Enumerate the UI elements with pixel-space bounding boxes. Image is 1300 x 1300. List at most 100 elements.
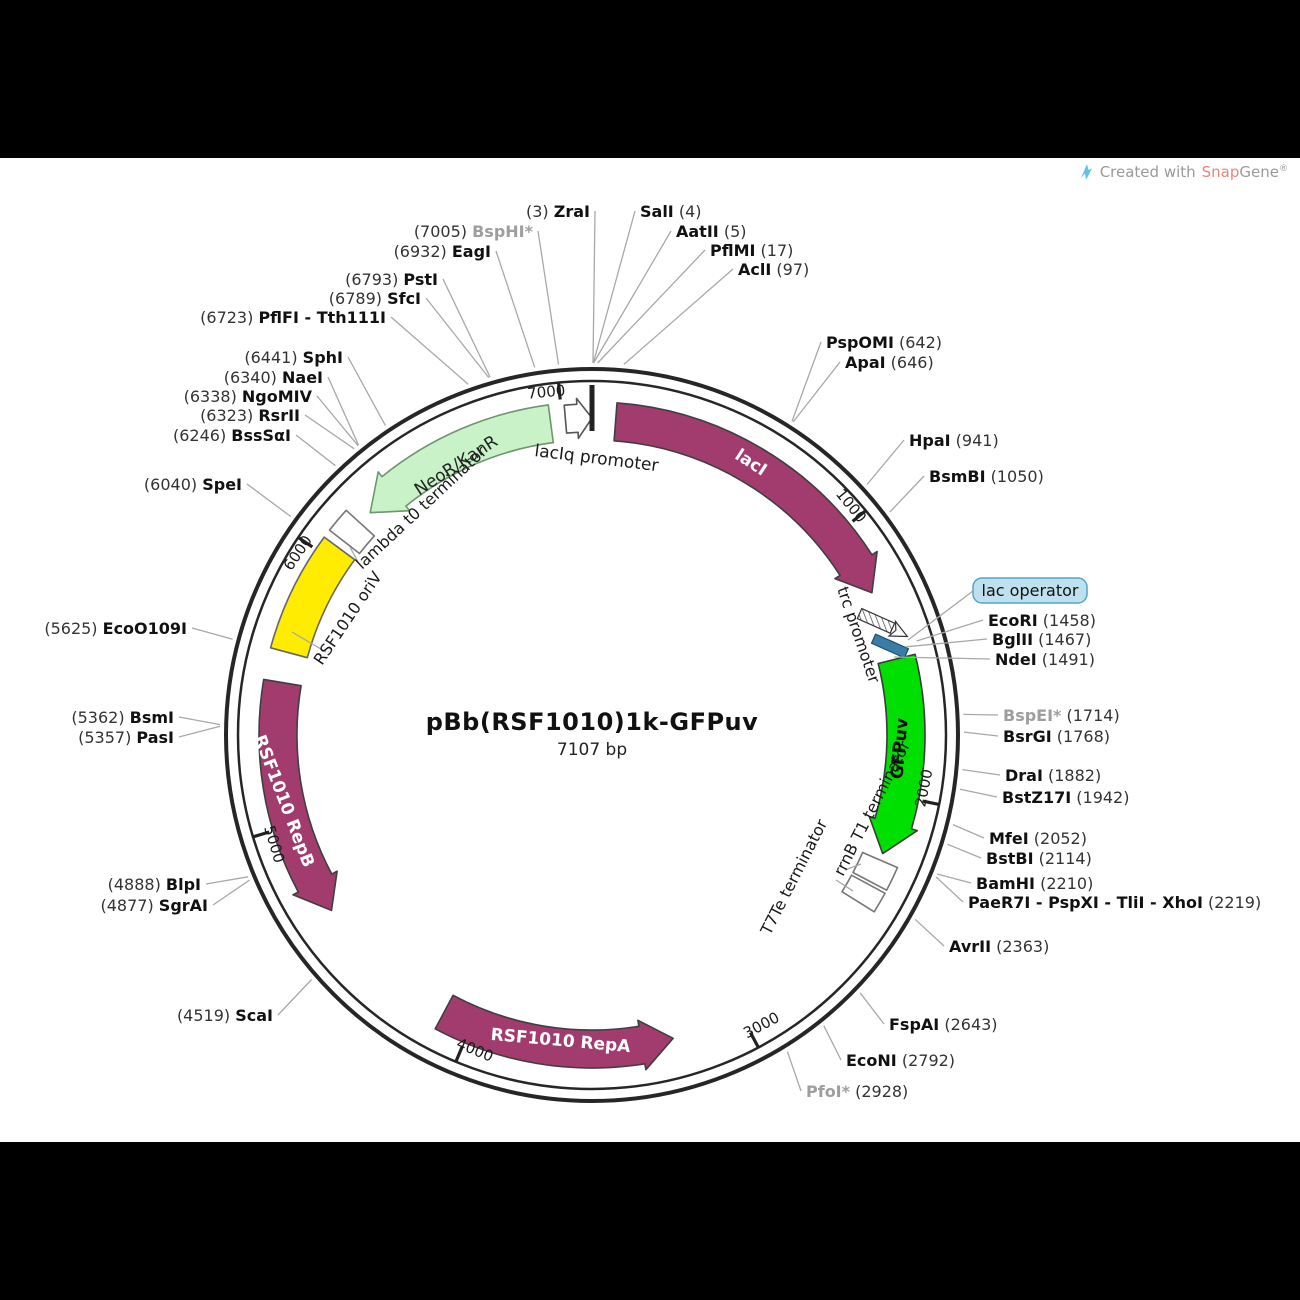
restriction-site-label-EcoRI: EcoRI (1458) [988, 611, 1096, 630]
restriction-site-label-PstI: (6793) PstI [345, 270, 438, 289]
leader-line-PspOMI [791, 341, 822, 422]
trc-promoter-arrowhead [887, 619, 909, 638]
restriction-site-label-PasI: (5357) PasI [78, 728, 174, 747]
restriction-site-label-BstBI: BstBI (2114) [986, 849, 1092, 868]
leader-line-PfoI- [786, 1051, 802, 1092]
leader-line-EcoNI [823, 1025, 842, 1061]
scale-tick-2000 [922, 799, 940, 806]
leader-line-BstBI [947, 843, 982, 859]
leader-line-ScaI [277, 979, 313, 1016]
leader-line-BamHI [936, 873, 972, 884]
leader-line-BspHI- [537, 230, 560, 365]
leader-line-SphI [347, 356, 386, 426]
leader-line-AclI [623, 268, 734, 365]
restriction-site-label-BglII: BglII (1467) [992, 630, 1091, 649]
leader-line-NaeI [327, 376, 360, 446]
feature-lambda-t0-terminator [328, 509, 376, 555]
lac-operator-label-leader [907, 590, 974, 641]
oriV-label-leader [291, 631, 327, 653]
rrnB-label-leader [844, 863, 862, 871]
watermark-brand-gene: Gene [1239, 163, 1279, 181]
leader-line-RsrII [304, 414, 355, 450]
restriction-site-label-PspOMI: PspOMI (642) [826, 333, 942, 352]
restriction-site-label-ZraI: (3) ZraI [526, 202, 590, 221]
restriction-site-label-RsrII: (6323) RsrII [200, 406, 300, 425]
leader-line-BsrGI [963, 731, 999, 737]
restriction-site-label-BamHI: BamHI (2210) [976, 874, 1093, 893]
feature-RSF1010-RepB [258, 678, 338, 912]
trc-promoter-hatch-body [856, 607, 896, 635]
restriction-site-label-BspEI-: BspEI* (1714) [1003, 706, 1120, 725]
restriction-site-label-EcoNI: EcoNI (2792) [846, 1051, 955, 1070]
restriction-site-label-NgoMIV: (6338) NgoMIV [184, 387, 313, 406]
feature-rrnB-T1-terminator [852, 851, 899, 891]
leader-line-PaeR7I-PspXI-TliI-XhoI [935, 876, 964, 903]
feature-NeoR-KanR [369, 404, 555, 514]
restriction-site-label-SalI: SalI (4) [640, 202, 702, 221]
restriction-site-label-AatII: AatII (5) [676, 222, 746, 241]
restriction-site-label-SpeI: (6040) SpeI [144, 475, 242, 494]
lambda-t0-label-leader [349, 546, 359, 563]
watermark-created-text: Created with [1099, 163, 1196, 181]
leader-line-BlpI [205, 876, 249, 885]
restriction-site-label-SfcI: (6789) SfcI [329, 289, 421, 308]
snapgene-logo-icon [1080, 164, 1092, 180]
watermark-reg-mark: ® [1279, 164, 1288, 174]
leader-line-PstI [442, 278, 491, 378]
scale-tick-5000 [252, 830, 270, 839]
restriction-site-label-PaeR7I-PspXI-TliI-XhoI: PaeR7I - PspXI - TliI - XhoI (2219) [968, 893, 1261, 912]
feature-lac-operator [870, 633, 910, 659]
feature-lacI [613, 402, 878, 594]
leader-line-NgoMIV [316, 395, 359, 447]
snapgene-map-canvas: 1000 2000 3000 4000 5000 6000 7000 (3) ZraI (700… [0, 158, 1300, 1142]
leader-line-SgrAI [212, 879, 250, 906]
feature-RSF1010-oriV [269, 536, 356, 659]
leader-line-EcoRI [916, 619, 984, 642]
restriction-site-label-FspAI: FspAI (2643) [889, 1015, 998, 1034]
restriction-site-label-BssS-I: (6246) BssSαI [173, 426, 291, 445]
restriction-site-label-EagI: (6932) EagI [394, 242, 491, 261]
restriction-site-label-AvrII: AvrII (2363) [949, 937, 1049, 956]
leader-line-PflFI-Tth111I [390, 316, 469, 385]
watermark-brand: SnapGene® [1202, 163, 1288, 181]
leader-line-EagI [495, 250, 536, 368]
scale-tick-1000 [851, 509, 867, 523]
scale-tick-6000 [297, 536, 314, 549]
restriction-site-label-BsmBI: BsmBI (1050) [929, 467, 1044, 486]
restriction-site-label-HpaI: HpaI (941) [909, 431, 999, 450]
restriction-site-label-BstZ17I: BstZ17I (1942) [1002, 788, 1129, 807]
feature-T7Te-terminator [841, 874, 886, 913]
leader-line-EcoO109I [191, 627, 233, 640]
leader-line-BsmBI [889, 475, 925, 513]
leader-line-ZraI [592, 210, 596, 364]
leader-line-DraI [962, 768, 1001, 776]
watermark-brand-snap: Snap [1201, 163, 1240, 181]
restriction-site-label-NdeI: NdeI (1491) [995, 650, 1095, 669]
restriction-site-label-PflMI: PflMI (17) [710, 241, 793, 260]
restriction-site-label-BlpI: (4888) BlpI [108, 875, 201, 894]
leader-line-BsmI [178, 716, 221, 726]
plasmid-backbone-outer-ring [224, 367, 960, 1103]
restriction-site-label-PflFI-Tth111I: (6723) PflFI - Tth111I [200, 308, 386, 327]
scale-tick-label-7000: 7000 [526, 381, 566, 403]
leader-line-HpaI [866, 439, 905, 485]
leader-line-NdeI [894, 656, 991, 660]
restriction-site-label-NaeI: (6340) NaeI [224, 368, 323, 387]
leader-line-PflMI [597, 249, 706, 364]
leader-line-FspAI [859, 992, 885, 1025]
scale-tick-7000 [556, 382, 562, 400]
lac-operator-box [870, 633, 910, 659]
leader-line-SfcI [425, 297, 490, 379]
leader-line-BglII [905, 638, 988, 648]
leader-line-SalI [592, 210, 636, 364]
leader-line-PasI [178, 725, 221, 738]
leader-line-MfeI [952, 824, 985, 839]
leader-line-BspEI- [963, 713, 999, 716]
feature-label-T7Te-terminator: T7Te terminator [756, 816, 831, 939]
restriction-site-label-ScaI: (4519) ScaI [177, 1006, 273, 1025]
leader-line-ApaI [792, 361, 841, 423]
plasmid-backbone-inner-ring [236, 379, 948, 1091]
feature-label-lac-operator: lac operator [982, 581, 1079, 600]
